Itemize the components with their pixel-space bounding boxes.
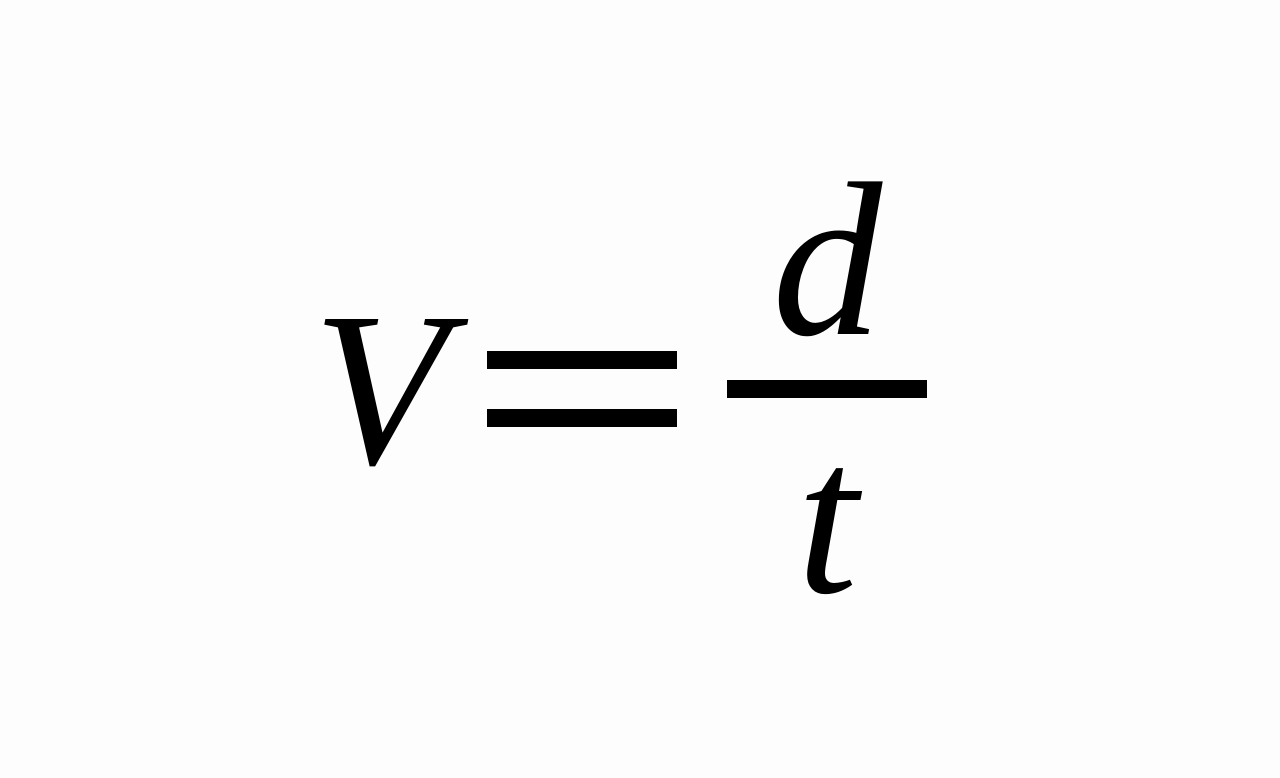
equals-sign <box>487 351 677 427</box>
lhs-variable: V <box>313 279 447 499</box>
numerator-variable: d <box>772 150 882 370</box>
equals-bar-bottom <box>487 409 677 427</box>
equals-bar-top <box>487 351 677 369</box>
denominator-variable: t <box>797 408 858 628</box>
rhs-fraction: d t <box>727 150 927 628</box>
velocity-equation: V d t <box>313 150 927 628</box>
